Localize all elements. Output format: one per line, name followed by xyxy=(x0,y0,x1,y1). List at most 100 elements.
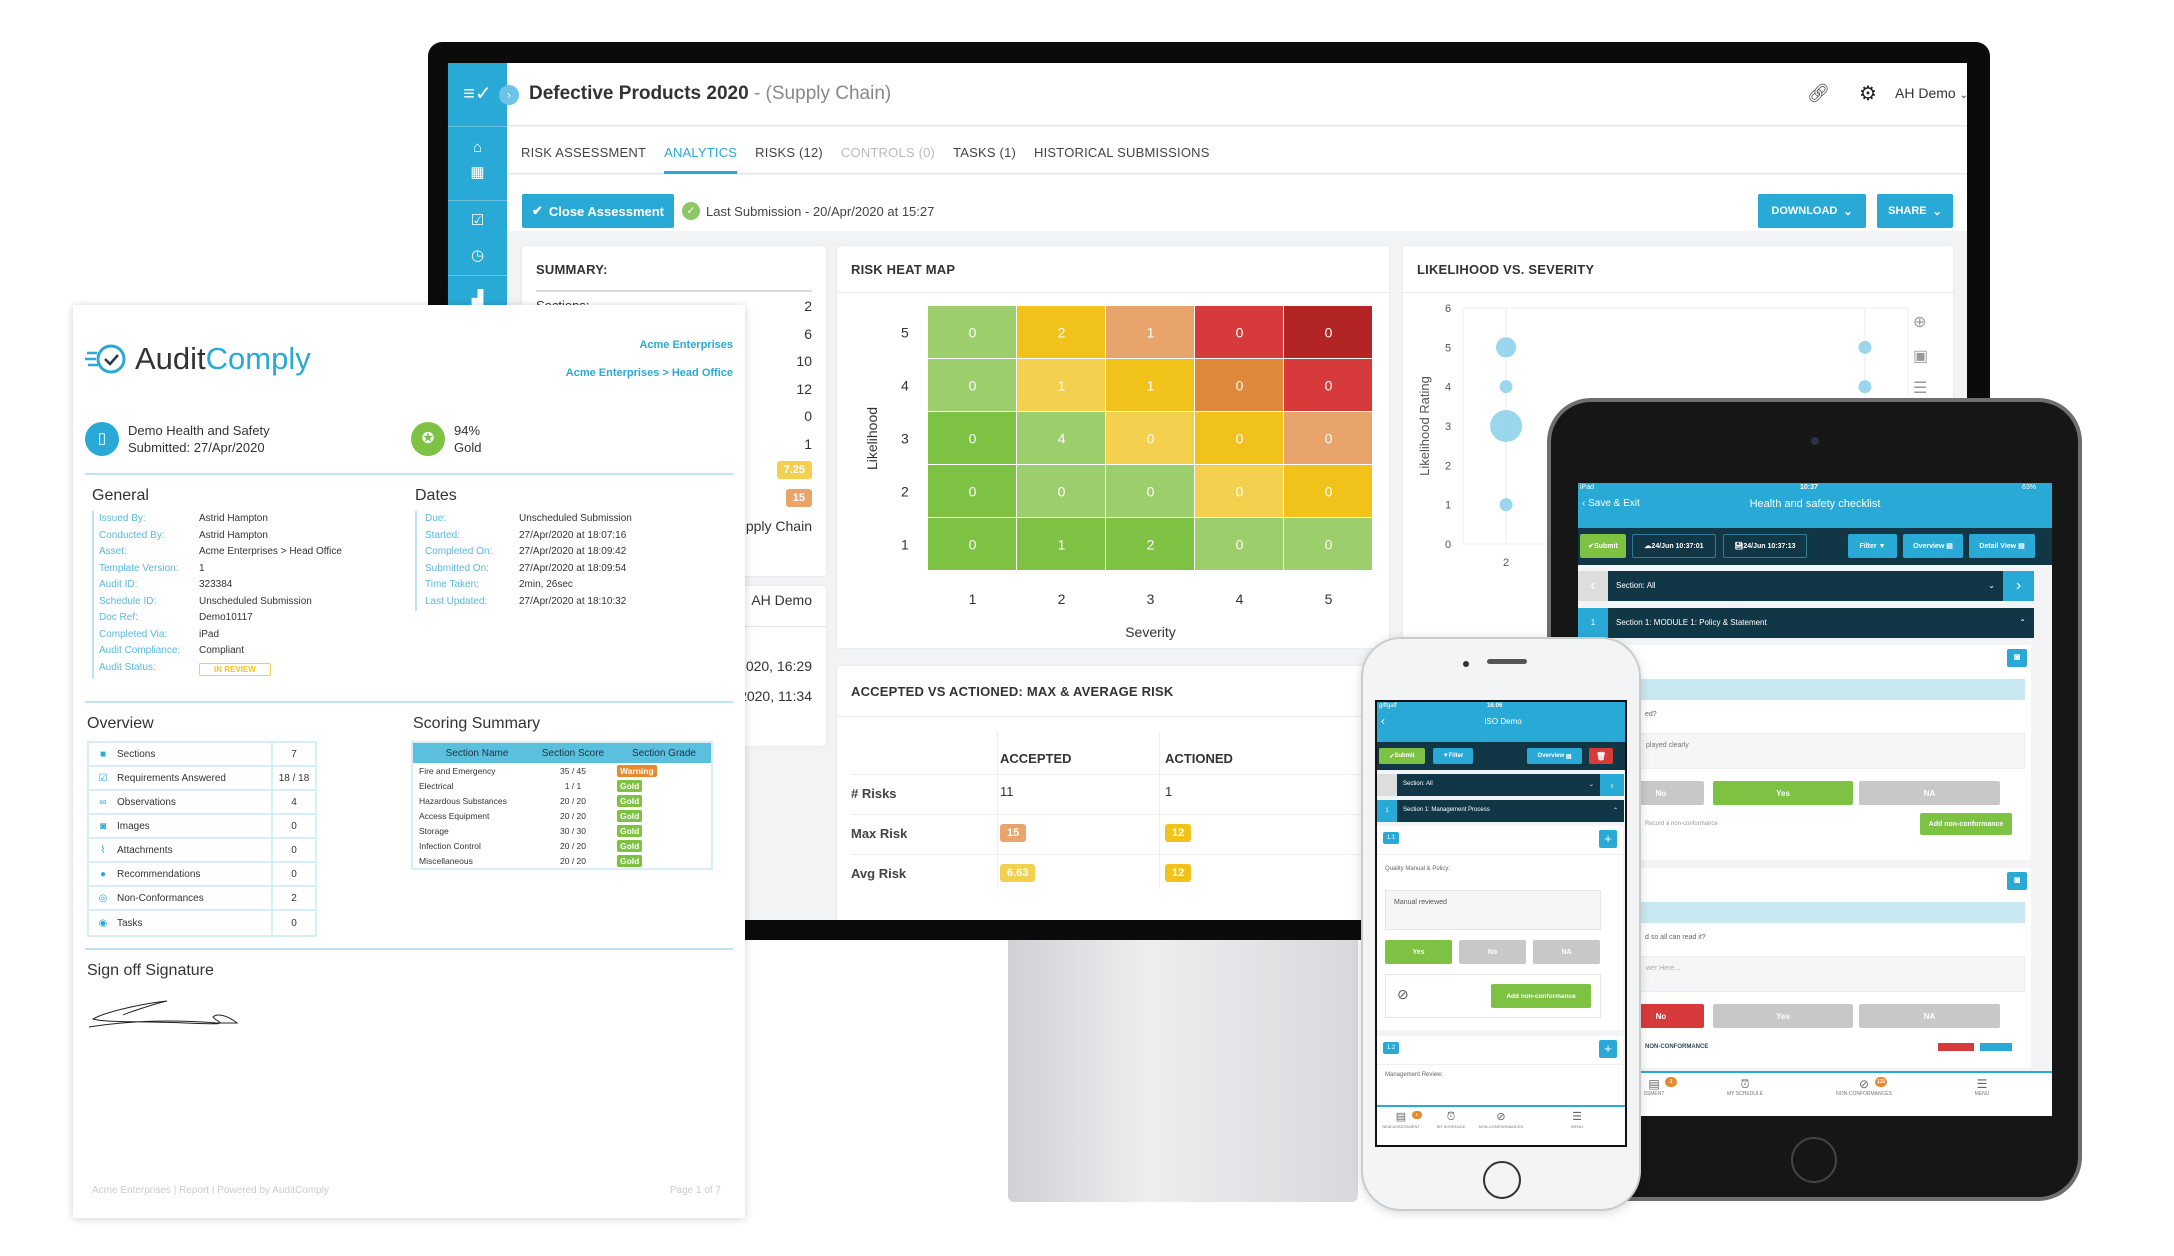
heat-cell[interactable]: 0 xyxy=(1017,465,1105,517)
bubble-point[interactable] xyxy=(1858,340,1872,354)
answer-field[interactable]: wer Here... xyxy=(1578,956,2025,992)
heat-cell[interactable]: 0 xyxy=(1195,518,1283,570)
answer-na-button[interactable]: NA xyxy=(1859,781,2000,805)
next-section-button[interactable]: › xyxy=(1600,774,1624,796)
tablet-submit-button[interactable]: ✔ Submit xyxy=(1580,534,1626,558)
user-menu[interactable]: AH Demo ⌄ xyxy=(1895,85,1967,101)
nav-item-non-conformances[interactable]: ⊘ NON-CONFORMANCES 131 xyxy=(1819,1077,1909,1097)
heat-cell[interactable]: 4 xyxy=(1017,412,1105,464)
answer-na-button[interactable]: NA xyxy=(1533,940,1600,964)
expand-sidebar-icon[interactable]: › xyxy=(499,85,519,105)
analytics-icon[interactable]: ▟ xyxy=(471,290,484,307)
heat-cell[interactable]: 0 xyxy=(928,518,1016,570)
nav-item-non-conformances[interactable]: ⊘ NON-CONFORMANCES xyxy=(1456,1111,1546,1129)
org-link[interactable]: Acme Enterprises xyxy=(639,339,733,351)
heat-cell[interactable]: 0 xyxy=(928,412,1016,464)
plus-icon[interactable]: + xyxy=(1599,830,1617,848)
download-button[interactable]: DOWNLOAD ⌄ xyxy=(1758,194,1866,228)
heat-cell[interactable]: 0 xyxy=(1284,465,1372,517)
tablet-filter-button[interactable]: Filter ▼ xyxy=(1848,534,1897,558)
next-section-button[interactable]: › xyxy=(2003,571,2034,601)
save-time-button[interactable]: 💾︎ 24/Jun 10:37:13 xyxy=(1723,534,1807,558)
bubble-point[interactable] xyxy=(1499,498,1513,512)
phone-submit-button[interactable]: ✔ Submit xyxy=(1379,748,1425,764)
link-icon[interactable]: 🔗︎ xyxy=(1807,83,1830,103)
answer-na-button[interactable]: NA xyxy=(1859,1004,2000,1028)
detail-view-button[interactable]: Detail View ▤ xyxy=(1969,534,2035,558)
tab-risk-assessment[interactable]: RISK ASSESSMENT xyxy=(521,145,647,160)
back-icon[interactable]: ‹ xyxy=(1381,714,1385,728)
nav-item-ssment[interactable]: ▤ SSMENT 3 xyxy=(1609,1077,1699,1097)
gear-icon[interactable]: ⚙ xyxy=(1859,83,1877,105)
tab-analytics[interactable]: ANALYTICS xyxy=(664,127,738,174)
phone-section-select[interactable]: Section: All ⌄ xyxy=(1397,774,1600,796)
add-non-conformance-button[interactable]: Add non-conformance xyxy=(1920,813,2012,835)
app-logo-icon[interactable]: ≡✓ xyxy=(463,83,492,105)
heat-cell[interactable]: 0 xyxy=(1284,412,1372,464)
home-icon[interactable]: ⌂ xyxy=(472,139,483,156)
bubble-point[interactable] xyxy=(1499,380,1513,394)
nav-item-menu[interactable]: ☰ MENU xyxy=(1532,1111,1622,1129)
clock-icon[interactable]: ◷ xyxy=(470,247,485,264)
camera-button[interactable]: ◙ xyxy=(2007,649,2027,667)
trash-icon[interactable]: 🗑︎ xyxy=(1589,748,1613,764)
heat-cell[interactable]: 0 xyxy=(1284,518,1372,570)
heat-cell[interactable]: 1 xyxy=(1106,306,1194,358)
calendar-icon[interactable]: ▦ xyxy=(470,164,485,181)
sync-time-button[interactable]: ☁ 24/Jun 10:37:01 xyxy=(1632,534,1716,558)
answer-field[interactable]: played clearly xyxy=(1578,733,2025,769)
bubble-point[interactable] xyxy=(1495,337,1517,358)
nav-item-menu[interactable]: ☰ MENU xyxy=(1937,1077,2027,1097)
heat-cell[interactable]: 0 xyxy=(1195,306,1283,358)
share-button[interactable]: SHARE ⌄ xyxy=(1877,194,1953,228)
heat-cell[interactable]: 0 xyxy=(1195,359,1283,411)
bubble-point[interactable] xyxy=(1490,410,1523,442)
answer-yes-button[interactable]: Yes xyxy=(1713,1004,1853,1028)
data-view-icon[interactable]: ☰ xyxy=(1913,380,1928,397)
bubble-point[interactable] xyxy=(1858,380,1872,394)
nav-item-my-schedule[interactable]: ⏰︎ MY SCHEDULE xyxy=(1700,1077,1790,1097)
add-non-conformance-button[interactable]: Add non-conformance xyxy=(1491,984,1591,1008)
camera-button[interactable]: ◙ xyxy=(2007,872,2027,890)
answer-yes-button[interactable]: Yes xyxy=(1713,781,1853,805)
back-button[interactable]: ‹ Save & Exit xyxy=(1582,498,1640,509)
heat-cell[interactable]: 0 xyxy=(1284,306,1372,358)
answer-field[interactable]: Manual reviewed xyxy=(1385,890,1601,930)
tab-controls[interactable]: CONTROLS (0) xyxy=(840,145,936,160)
zoom-tool-icon[interactable]: ⊕ xyxy=(1913,314,1927,331)
org-path-link[interactable]: Acme Enterprises > Head Office xyxy=(565,367,733,379)
heat-cell[interactable]: 0 xyxy=(1195,465,1283,517)
plus-icon[interactable]: + xyxy=(1599,1040,1617,1058)
heat-cell[interactable]: 2 xyxy=(1017,306,1105,358)
home-button[interactable] xyxy=(1483,1161,1521,1199)
nav-item-new-assessment[interactable]: ▤ NEW ASSESSMENT 1 xyxy=(1377,1111,1446,1129)
answer-yes-button[interactable]: Yes xyxy=(1385,940,1452,964)
tab-historical-submissions[interactable]: HISTORICAL SUBMISSIONS xyxy=(1034,145,1210,160)
phone-filter-button[interactable]: ▼ Filter xyxy=(1433,748,1473,764)
heat-cell[interactable]: 2 xyxy=(1106,518,1194,570)
answer-no-button[interactable]: No xyxy=(1459,940,1526,964)
tab-tasks[interactable]: TASKS (1) xyxy=(953,145,1017,160)
checklist-icon[interactable]: ☑ xyxy=(470,212,485,229)
heat-cell[interactable]: 1 xyxy=(1017,359,1105,411)
heat-cell[interactable]: 0 xyxy=(1284,359,1372,411)
heat-cell[interactable]: 1 xyxy=(1017,518,1105,570)
section-select[interactable]: Section: All ⌄ xyxy=(1608,571,2003,601)
section-header[interactable]: Section 1: MODULE 1: Policy & Statement ⌃ xyxy=(1608,608,2034,638)
phone-section-header[interactable]: Section 1: Management Process ⌃ xyxy=(1397,800,1624,822)
heat-cell[interactable]: 1 xyxy=(1106,359,1194,411)
heat-cell[interactable]: 0 xyxy=(1106,412,1194,464)
heat-cell[interactable]: 0 xyxy=(1195,412,1283,464)
close-assessment-button[interactable]: ✔ Close Assessment xyxy=(522,194,674,228)
heat-cell[interactable]: 0 xyxy=(1106,465,1194,517)
home-button[interactable] xyxy=(1791,1137,1837,1183)
nav-item-my-schedule[interactable]: ⏰︎ MY SCHEDULE xyxy=(1406,1111,1496,1129)
prev-section-button[interactable]: ‹ xyxy=(1578,571,1608,601)
heat-cell[interactable]: 0 xyxy=(928,465,1016,517)
phone-overview-button[interactable]: Overview ▤ xyxy=(1527,748,1582,764)
save-image-icon[interactable]: ▣ xyxy=(1913,348,1929,365)
tab-risks[interactable]: RISKS (12) xyxy=(755,145,823,160)
heat-cell[interactable]: 0 xyxy=(928,306,1016,358)
tablet-overview-button[interactable]: Overview ▤ xyxy=(1903,534,1963,558)
heat-cell[interactable]: 0 xyxy=(928,359,1016,411)
